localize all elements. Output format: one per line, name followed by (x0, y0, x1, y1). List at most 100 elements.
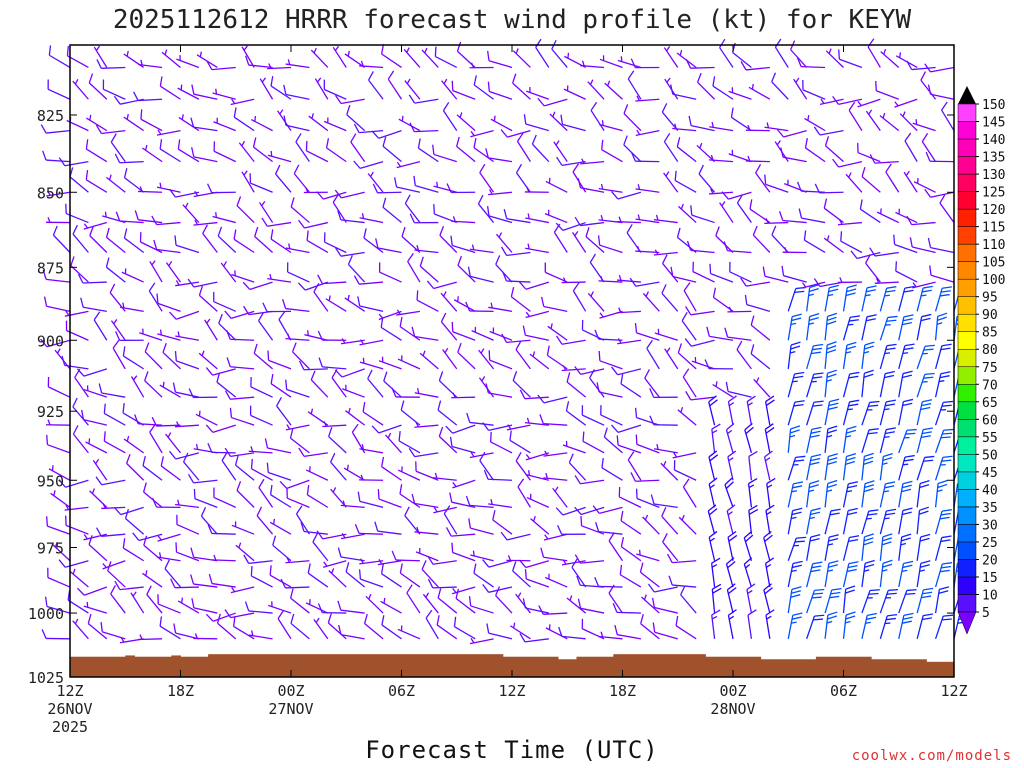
barb-staff (359, 161, 384, 169)
barb-full (213, 291, 215, 302)
barb-full (921, 132, 929, 142)
wind-barb (874, 277, 899, 284)
wind-barb (685, 59, 715, 69)
barb-full (630, 58, 636, 68)
barb-staff (211, 66, 236, 71)
surface-segment (180, 656, 209, 677)
barb-full (123, 228, 128, 239)
barb-half (310, 408, 314, 415)
barb-full (812, 404, 823, 407)
wind-barb (96, 59, 126, 69)
wind-barb (798, 208, 826, 224)
barb-staff (867, 46, 881, 68)
wind-barb (103, 431, 126, 454)
barb-half (287, 333, 291, 340)
barb-staff (359, 281, 384, 285)
barb-half (940, 463, 946, 466)
barb-full (112, 339, 120, 349)
barb-half (470, 637, 475, 644)
x-tick-label: 18Z (609, 682, 636, 700)
wind-barb (635, 488, 660, 508)
barb-staff (617, 368, 642, 376)
barb-full (445, 425, 454, 434)
barb-full (323, 232, 326, 243)
wind-barb (934, 586, 950, 614)
wind-barb (451, 586, 476, 595)
barb-full (566, 372, 571, 383)
barb-staff (930, 274, 955, 283)
barb-staff (328, 570, 347, 588)
wind-barb (653, 444, 678, 454)
barb-staff (235, 464, 255, 481)
barb-full (763, 530, 772, 539)
barb-full (486, 206, 490, 216)
wind-barb (359, 357, 384, 370)
wind-barb (879, 533, 893, 561)
wind-barb (359, 474, 384, 481)
wind-barb (747, 609, 757, 639)
y-tick-label: 900 (37, 332, 64, 350)
barb-full (943, 400, 954, 404)
barb-staff (580, 221, 605, 227)
barb-full (919, 484, 930, 489)
barb-half (177, 331, 180, 337)
wind-barb (378, 356, 402, 370)
wind-barb (134, 210, 163, 224)
barb-full (486, 623, 490, 634)
barb-full (608, 532, 615, 542)
barb-full (921, 313, 932, 318)
colorbar-label: 85 (982, 326, 998, 341)
barb-full (941, 565, 952, 569)
barb-full (810, 569, 821, 573)
colorbar-cell (957, 489, 977, 508)
wind-barb (359, 558, 384, 565)
wind-barb (391, 387, 420, 398)
barb-full (433, 204, 435, 215)
wind-barb (912, 119, 936, 132)
barb-staff (805, 147, 826, 163)
barb-half (784, 246, 788, 253)
barb-staff (711, 589, 716, 614)
wind-barb (193, 219, 218, 226)
colorbar-label: 95 (982, 291, 998, 306)
barb-full (421, 560, 427, 570)
barb-half (223, 261, 227, 267)
barb-half (489, 189, 493, 195)
barb-full (708, 530, 718, 538)
wind-barb (630, 472, 660, 482)
barb-full (864, 341, 875, 346)
barb-staff (47, 88, 71, 100)
barb-staff (672, 275, 697, 283)
wind-barb (45, 217, 71, 224)
barb-full (920, 564, 930, 568)
barb-staff (230, 396, 255, 400)
barb-full (790, 345, 801, 350)
wind-barb (861, 400, 880, 426)
barb-half (747, 155, 751, 162)
x-tick-label: 12Z (498, 682, 525, 700)
barb-half (710, 188, 714, 194)
wind-barb (468, 518, 494, 535)
barb-full (236, 196, 242, 206)
wind-barb (83, 533, 107, 541)
barb-staff (764, 563, 771, 588)
wind-barb (574, 366, 605, 376)
barb-half (126, 113, 129, 120)
barb-staff (653, 251, 678, 256)
wind-barb (250, 458, 273, 481)
barb-full (882, 456, 893, 462)
barb-full (902, 402, 913, 407)
barb-staff (69, 176, 89, 193)
barb-full (906, 215, 913, 225)
wind-barb (764, 218, 789, 225)
wind-barb (750, 344, 771, 370)
wind-barb (752, 225, 771, 253)
wind-barb (156, 182, 181, 193)
barb-full (864, 484, 875, 489)
wind-barb (322, 560, 347, 568)
barb-half (666, 46, 671, 52)
barb-half (826, 235, 830, 241)
wind-barb (912, 281, 936, 289)
barb-staff (176, 360, 200, 370)
barb-full (58, 559, 66, 568)
